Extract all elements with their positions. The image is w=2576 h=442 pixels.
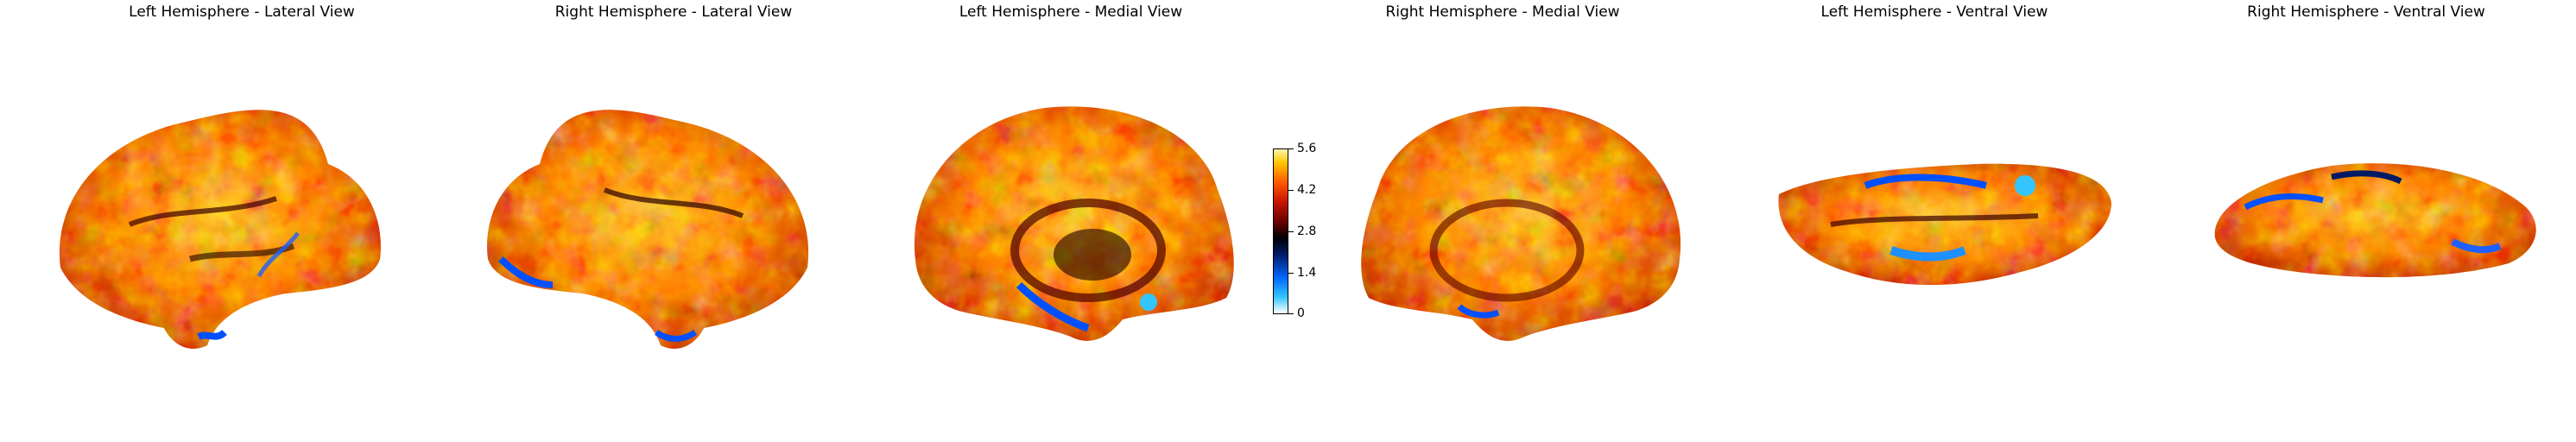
- panel-title-right-lateral: Right Hemisphere - Lateral View: [554, 3, 793, 21]
- brain-left-medial: [914, 106, 1234, 341]
- panel-title-left-ventral: Left Hemisphere - Ventral View: [1820, 3, 2048, 21]
- colorbar-tick: [1288, 313, 1294, 314]
- brain-left-ventral: [1778, 163, 2111, 285]
- panel-title-left-lateral: Left Hemisphere - Lateral View: [129, 3, 355, 21]
- panel-title-left-medial: Left Hemisphere - Medial View: [959, 3, 1183, 21]
- brain-left-lateral: [59, 110, 381, 349]
- colorbar: [1273, 148, 1288, 314]
- colorbar-label-min: 0: [1297, 306, 1305, 320]
- brain-right-lateral: [487, 110, 809, 349]
- panel-title-right-ventral: Right Hemisphere - Ventral View: [2247, 3, 2485, 21]
- colorbar-label-max: 5.6: [1297, 142, 1317, 155]
- colorbar-label-2-8: 2.8: [1297, 224, 1317, 238]
- brain-right-medial: [1361, 106, 1681, 341]
- panel-title-right-medial: Right Hemisphere - Medial View: [1385, 3, 1620, 21]
- colorbar-tick: [1288, 148, 1294, 149]
- colorbar-tick: [1288, 190, 1294, 191]
- colorbar-tick: [1288, 273, 1294, 274]
- colorbar-label-1-4: 1.4: [1297, 266, 1317, 280]
- brain-right-ventral: [2214, 163, 2536, 278]
- colorbar-label-4-2: 4.2: [1297, 183, 1317, 197]
- colorbar-tick: [1288, 231, 1294, 232]
